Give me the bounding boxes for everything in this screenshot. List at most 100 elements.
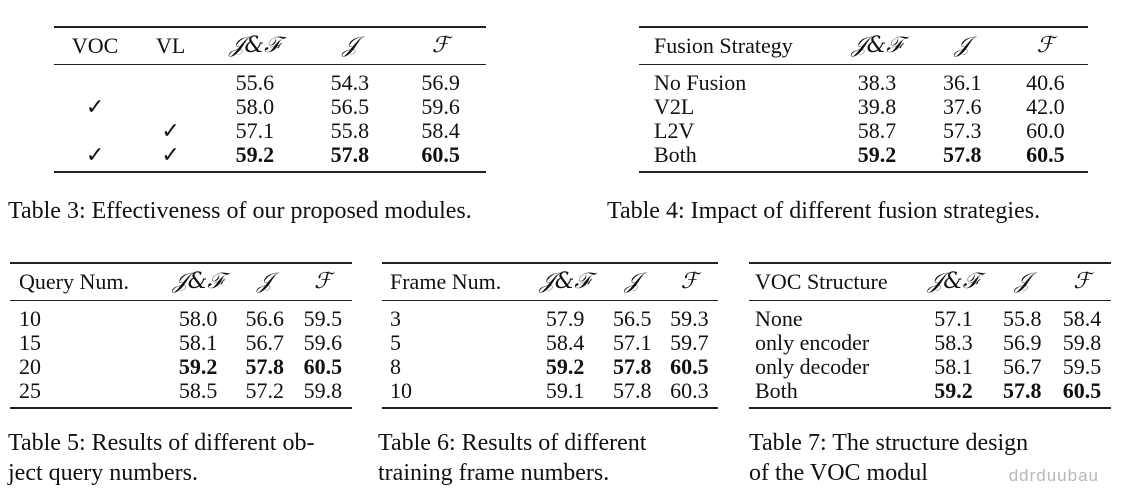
cell-jf: 58.1: [178, 330, 218, 355]
table-row: 25 58.5 57.2 59.8: [10, 379, 352, 409]
cell-vl: ✓: [161, 118, 180, 143]
table-row: Both 59.2 57.8 60.5: [749, 379, 1111, 409]
header-f: ℱ: [293, 262, 352, 301]
cell-jf: 57.1: [235, 118, 275, 143]
cell-name: Both: [639, 143, 833, 173]
cell-f: 59.3: [670, 306, 709, 331]
cell-f: 59.6: [421, 94, 460, 119]
cell-f: 58.4: [421, 118, 460, 143]
table-row: ✓ ✓ 59.2 57.8 60.5: [54, 143, 486, 173]
cell-jf: 58.5: [160, 379, 236, 409]
cell-name: 15: [19, 330, 41, 355]
table-4-block: Fusion Strategy 𝒥&ℱ 𝒥 ℱ No Fusion 38.3 3…: [639, 26, 1088, 173]
cell-j: 55.8: [330, 118, 370, 143]
cell-name: only encoder: [755, 330, 870, 355]
cell-jf: 59.2: [178, 354, 218, 379]
cell-j: 55.8: [1003, 306, 1042, 331]
cell-vl: [136, 95, 205, 119]
cell-j: 57.8: [991, 379, 1054, 409]
table-7-caption-line-1: Table 7: The structure design: [749, 430, 1029, 456]
cell-vl: [136, 65, 205, 96]
table-5-block: Query Num. 𝒥&ℱ 𝒥 ℱ 10 58.0 56.6 59.5 15 …: [10, 262, 352, 409]
cell-voc: ✓: [85, 94, 105, 119]
table-row: 55.6 54.3 56.9: [54, 65, 486, 96]
table-row: only encoder 58.3 56.9 59.8: [749, 331, 1111, 355]
table-3-block: VOC VL 𝒥&ℱ 𝒥 ℱ 55.6 54.3 56.9 ✓ 58.0 56.…: [54, 26, 486, 173]
header-f: ℱ: [395, 26, 486, 65]
cell-f: 60.5: [395, 143, 486, 173]
table-row: No Fusion 38.3 36.1 40.6: [639, 65, 1088, 96]
cell-j: 56.6: [245, 306, 285, 331]
table-row: 8 59.2 57.8 60.5: [382, 355, 718, 379]
cell-j: 37.6: [943, 94, 982, 119]
table-6-caption-line-1: Table 6: Results of different: [378, 430, 647, 456]
cell-jf: 58.4: [545, 330, 585, 355]
cell-f: 59.5: [1062, 354, 1102, 379]
header-vl: VL: [136, 26, 206, 65]
table-7-block: VOC Structure 𝒥&ℱ 𝒥 ℱ None 57.1 55.8 58.…: [749, 262, 1111, 409]
table-5-caption-line-2: ject query numbers.: [8, 460, 198, 486]
table-7-header-row: VOC Structure 𝒥&ℱ 𝒥 ℱ: [749, 262, 1111, 301]
table-row: 3 57.9 56.5 59.3: [382, 301, 718, 332]
cell-j: 57.3: [943, 118, 982, 143]
table-row: 10 59.1 57.8 60.3: [382, 379, 718, 409]
table-7-caption-line-2: of the VOC modul: [749, 460, 928, 486]
header-jf: 𝒥&ℱ: [160, 262, 236, 301]
cell-j: 57.8: [304, 143, 396, 173]
cell-f: 60.5: [670, 354, 709, 379]
header-jf: 𝒥&ℱ: [915, 262, 992, 301]
cell-name: 25: [10, 379, 161, 409]
table-5-caption-line-1: Table 5: Results of different ob-: [8, 430, 315, 456]
table-row: ✓ 58.0 56.5 59.6: [54, 95, 486, 119]
table-row: V2L 39.8 37.6 42.0: [639, 95, 1088, 119]
header-f: ℱ: [1053, 262, 1111, 301]
cell-jf: 58.0: [178, 306, 218, 331]
cell-j: 56.9: [1003, 330, 1042, 355]
cell-name: L2V: [654, 118, 695, 143]
cell-f: 59.7: [670, 330, 709, 355]
header-j: 𝒥: [603, 262, 661, 301]
cell-f: 60.5: [1053, 379, 1111, 409]
cell-jf: 58.3: [934, 330, 973, 355]
table-5-caption: Table 5: Results of different ob- ject q…: [8, 428, 314, 488]
cell-f: 56.9: [421, 70, 460, 95]
table-7-caption: Table 7: The structure design of the VOC…: [749, 428, 1028, 488]
cell-j: 57.8: [921, 143, 1003, 173]
cell-j: 57.1: [613, 330, 652, 355]
cell-jf: 58.7: [857, 118, 897, 143]
header-j: 𝒥: [991, 262, 1054, 301]
cell-j: 56.7: [245, 330, 285, 355]
table-7: VOC Structure 𝒥&ℱ 𝒥 ℱ None 57.1 55.8 58.…: [749, 262, 1111, 409]
table-row: 5 58.4 57.1 59.7: [382, 331, 718, 355]
cell-name: 5: [390, 330, 401, 355]
cell-name: No Fusion: [654, 70, 747, 95]
cell-jf: 39.8: [857, 94, 897, 119]
cell-name: 20: [19, 354, 41, 379]
table-row: L2V 58.7 57.3 60.0: [639, 119, 1088, 143]
cell-j: 57.8: [603, 379, 661, 409]
cell-voc: [54, 65, 136, 96]
header-voc-structure: VOC Structure: [749, 262, 916, 301]
cell-j: 57.2: [235, 379, 294, 409]
cell-jf: 59.2: [915, 379, 992, 409]
cell-name: 10: [382, 379, 527, 409]
cell-f: 60.0: [1026, 118, 1065, 143]
table-5-header-row: Query Num. 𝒥&ℱ 𝒥 ℱ: [10, 262, 352, 301]
table-row: Both 59.2 57.8 60.5: [639, 143, 1088, 173]
cell-jf: 57.1: [934, 306, 973, 331]
table-row: only decoder 58.1 56.7 59.5: [749, 355, 1111, 379]
header-query-num: Query Num.: [10, 262, 161, 301]
table-6-caption-line-2: training frame numbers.: [378, 460, 610, 486]
cell-jf: 38.3: [857, 70, 897, 95]
cell-name: Both: [749, 379, 916, 409]
table-3-header-row: VOC VL 𝒥&ℱ 𝒥 ℱ: [54, 26, 486, 65]
header-j: 𝒥: [304, 26, 396, 65]
cell-f: 60.5: [1002, 143, 1088, 173]
cell-jf: 57.9: [545, 306, 585, 331]
table-row: 15 58.1 56.7 59.6: [10, 331, 352, 355]
table-6-caption: Table 6: Results of different training f…: [378, 428, 646, 488]
cell-jf: 58.0: [235, 94, 275, 119]
cell-name: only decoder: [755, 354, 870, 379]
cell-f: 59.8: [1062, 330, 1102, 355]
cell-jf: 55.6: [235, 70, 275, 95]
